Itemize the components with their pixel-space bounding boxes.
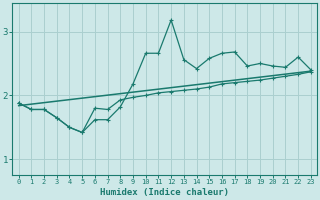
X-axis label: Humidex (Indice chaleur): Humidex (Indice chaleur) [100, 188, 229, 197]
